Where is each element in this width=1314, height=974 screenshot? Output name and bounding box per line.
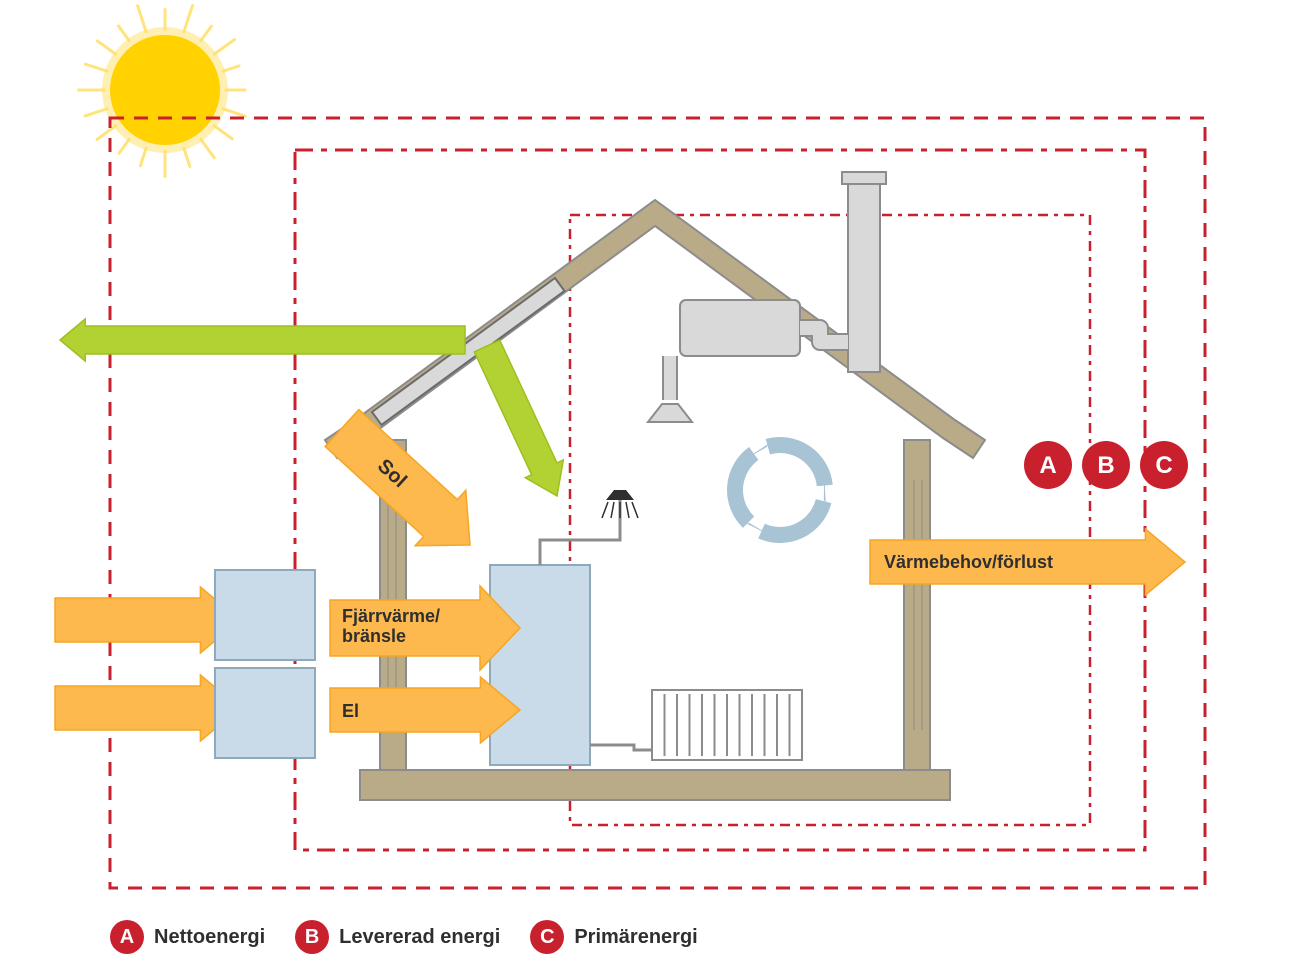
legend-label-b: Levererad energi: [339, 926, 500, 949]
svg-text:bränsle: bränsle: [342, 626, 406, 646]
water-tank-icon: [490, 565, 590, 765]
svg-text:B: B: [1097, 452, 1114, 479]
radiator-icon: [590, 690, 802, 760]
energy-diagram: SolFjärrvärme/bränsleElVärmebehov/förlus…: [0, 0, 1314, 974]
diagram-svg: SolFjärrvärme/bränsleElVärmebehov/förlus…: [0, 0, 1314, 974]
heat-loss-label: Värmebehov/förlust: [884, 552, 1053, 572]
sun-icon: [79, 5, 246, 176]
badge-b-icon: B: [295, 920, 329, 954]
el-label: El: [342, 701, 359, 721]
input-box-0-icon: [215, 570, 315, 660]
boundary-A: [570, 215, 1090, 825]
legend-label-c: Primärenergi: [574, 926, 697, 949]
legend-item-b: B Levererad energi: [295, 920, 500, 954]
legend-label-a: Nettoenergi: [154, 926, 265, 949]
input-arrow-0-icon: [55, 587, 240, 653]
input-arrow-1-icon: [55, 675, 240, 741]
solar-in-arrow-icon: [468, 337, 576, 505]
boundary-badge-B-icon: B: [1082, 441, 1130, 489]
legend: A Nettoenergi B Levererad energi C Primä…: [110, 920, 698, 954]
svg-text:A: A: [1039, 452, 1056, 479]
legend-item-c: C Primärenergi: [530, 920, 697, 954]
legend-item-a: A Nettoenergi: [110, 920, 265, 954]
svg-text:C: C: [1155, 452, 1172, 479]
solar-export-arrow-icon: [60, 319, 465, 361]
circulation-icon: [735, 444, 826, 536]
badge-c-icon: C: [530, 920, 564, 954]
fjarr-label: Fjärrvärme/: [342, 606, 440, 626]
fjarr-arrow-icon: Fjärrvärme/bränsle: [330, 586, 520, 670]
boundary-badge-C-icon: C: [1140, 441, 1188, 489]
el-arrow-icon: El: [330, 677, 520, 743]
input-box-1-icon: [215, 668, 315, 758]
boundary-badge-A-icon: A: [1024, 441, 1072, 489]
shower-icon: [540, 490, 638, 565]
badge-a-icon: A: [110, 920, 144, 954]
